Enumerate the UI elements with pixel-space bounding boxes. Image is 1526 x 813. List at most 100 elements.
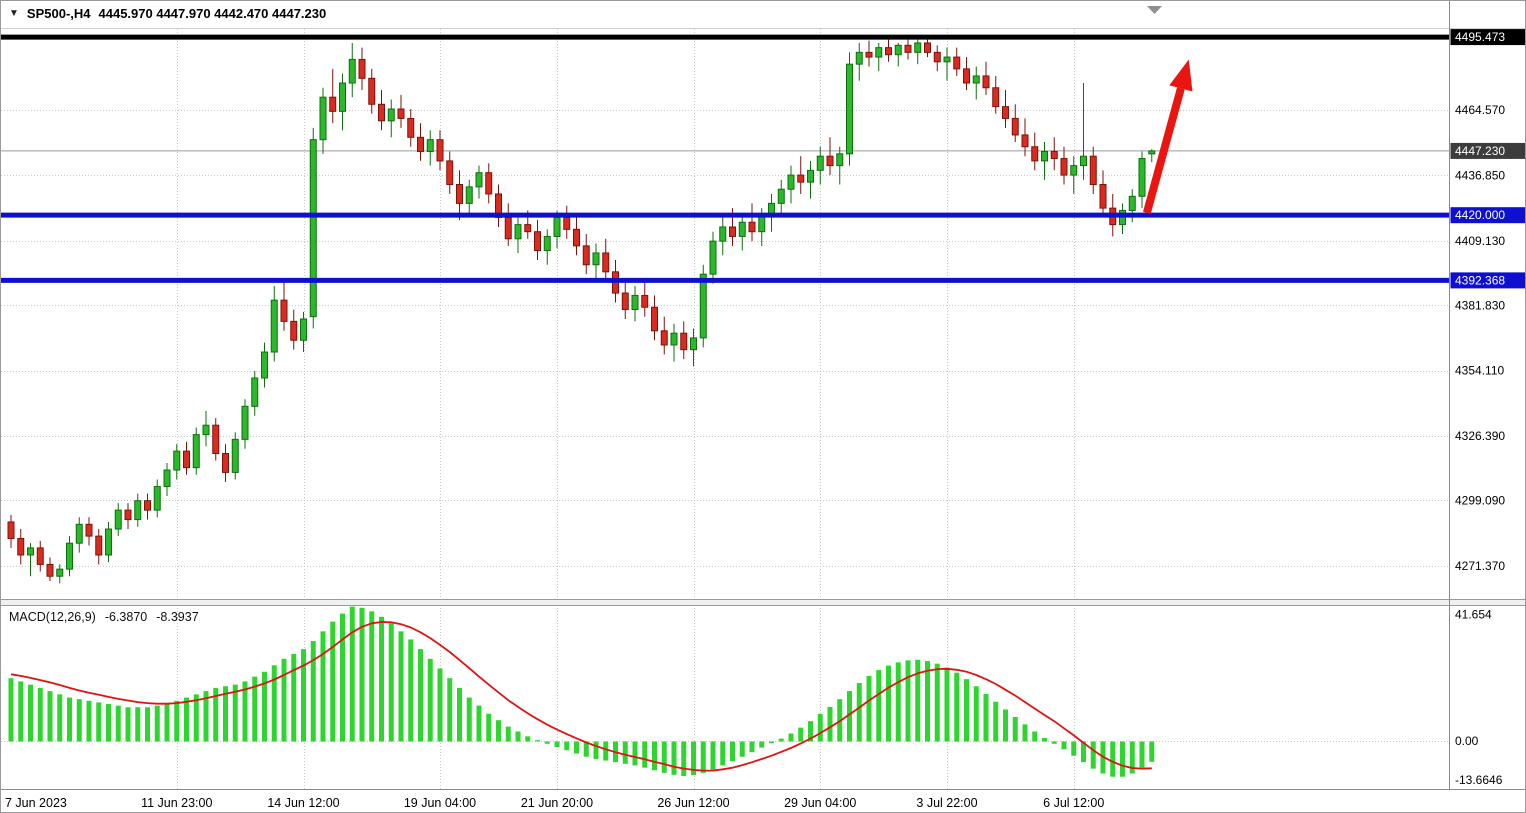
macd-bar — [1071, 741, 1077, 756]
macd-bar — [310, 641, 316, 742]
candle — [397, 108, 405, 119]
macd-bar — [925, 661, 930, 742]
candle — [17, 537, 25, 556]
candle — [641, 294, 649, 308]
symbol-dropdown-icon[interactable]: ▼ — [9, 7, 19, 19]
macd-bar — [223, 686, 228, 742]
candle — [1041, 150, 1048, 162]
candle — [465, 186, 473, 204]
macd-bar — [642, 741, 648, 768]
macd-bar — [895, 662, 901, 742]
macd-bar — [369, 611, 375, 742]
macd-bar — [788, 733, 794, 742]
macd-bar — [359, 607, 365, 742]
candle — [75, 523, 83, 544]
macd-bar — [447, 678, 453, 742]
macd-bar — [798, 727, 804, 742]
macd-bar — [476, 705, 482, 742]
macd-bar — [525, 736, 531, 742]
candle — [241, 405, 249, 440]
chart-shift-marker[interactable] — [1147, 6, 1162, 14]
candle — [1128, 195, 1136, 211]
macd-bar — [174, 700, 180, 742]
candle — [816, 155, 824, 171]
trend-arrow-shaft[interactable] — [1143, 87, 1185, 214]
candle — [475, 172, 483, 188]
macd-bar — [145, 707, 150, 742]
candle — [319, 96, 327, 141]
panel-splitter[interactable] — [1, 599, 1526, 606]
candle — [153, 486, 161, 511]
candle — [426, 139, 434, 152]
candle — [163, 469, 171, 488]
price-badge-label: 4447.230 — [1455, 144, 1505, 158]
macd-bar — [271, 665, 277, 742]
candle — [456, 184, 463, 204]
macd-bar — [242, 681, 248, 742]
candle — [329, 96, 337, 112]
macd-bar — [964, 679, 969, 742]
macd-bar — [544, 741, 550, 744]
price-axis[interactable] — [1449, 1, 1526, 789]
time-axis-label: 29 Jun 04:00 — [784, 796, 856, 810]
price-badge — [1450, 142, 1525, 159]
time-axis-label: 7 Jun 2023 — [5, 796, 67, 810]
candle — [875, 47, 883, 58]
candle — [972, 75, 980, 84]
candle — [846, 63, 853, 155]
candle — [719, 226, 727, 242]
candle — [534, 231, 541, 252]
candle — [436, 139, 444, 162]
macd-histogram — [8, 606, 1155, 777]
macd-bar — [759, 741, 765, 748]
trend-arrow-head[interactable] — [1169, 59, 1193, 92]
macd-bar — [876, 670, 882, 742]
candle — [358, 58, 366, 79]
macd-bar — [427, 658, 433, 742]
candle — [855, 51, 863, 65]
macd-bar — [652, 741, 657, 771]
time-axis[interactable] — [1, 790, 1526, 813]
macd-bar — [457, 687, 462, 742]
macd-bar — [720, 741, 726, 766]
macd-bar — [330, 621, 336, 742]
macd-bar — [866, 675, 872, 742]
macd-bar — [778, 738, 784, 742]
candle — [270, 299, 278, 353]
macd-bar — [632, 741, 638, 766]
macd-bar — [184, 697, 189, 742]
candle — [95, 535, 103, 556]
macd-bar — [1061, 741, 1067, 750]
candle — [670, 332, 678, 346]
candle — [417, 136, 424, 152]
macd-bar — [993, 701, 999, 742]
ohlc-values: 4445.970 4447.970 4442.470 4447.230 — [98, 6, 327, 21]
candle-series — [7, 38, 1156, 584]
candle — [1002, 106, 1009, 119]
macd-bar — [505, 726, 511, 742]
candle — [582, 245, 590, 266]
macd-bar — [944, 667, 950, 742]
macd-bar — [437, 668, 443, 742]
macd-bar — [671, 741, 677, 775]
candle — [1011, 117, 1019, 136]
candle — [826, 155, 834, 167]
price-badge — [1450, 207, 1525, 224]
candle — [504, 217, 512, 240]
macd-bar — [1003, 709, 1008, 742]
macd-bar — [281, 658, 287, 742]
candle — [183, 450, 190, 469]
main-chart-area[interactable] — [1, 29, 1450, 601]
candle — [173, 450, 181, 471]
macd-bar — [515, 731, 521, 742]
candle — [865, 51, 873, 58]
time-axis-label: 19 Jun 04:00 — [404, 796, 476, 810]
macd-bar — [886, 665, 891, 742]
candle — [924, 42, 931, 53]
candle — [251, 377, 259, 407]
candle — [943, 56, 951, 63]
candle — [309, 139, 317, 318]
macd-bar — [827, 706, 833, 742]
